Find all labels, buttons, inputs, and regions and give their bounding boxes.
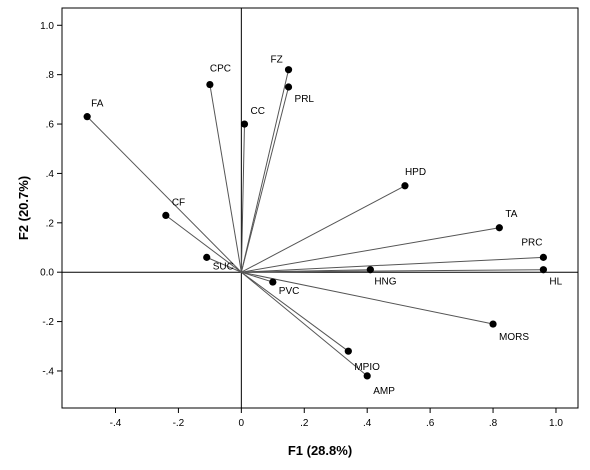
x-tick-label: -.4 [110, 418, 122, 429]
y-axis-ticks: 1.0 .8 .6 .4 .2 0.0 -.2 -.4 [40, 21, 62, 377]
point-mpio [344, 347, 352, 355]
point-hng [366, 266, 374, 274]
x-tick-label: -.2 [173, 418, 185, 429]
vector-cpc [209, 84, 242, 273]
x-tick-label: 1.0 [549, 418, 563, 429]
label-ta: TA [505, 209, 517, 220]
label-hpd: HPD [405, 167, 426, 178]
vector-amp [241, 271, 368, 377]
loading-vectors [86, 69, 544, 377]
label-pvc: PVC [279, 286, 300, 297]
label-suc: SUC [213, 261, 234, 272]
point-mors [489, 320, 497, 328]
vector-ta [241, 227, 500, 273]
y-tick-label: 0.0 [40, 268, 54, 279]
x-axis-title: F1 (28.8%) [288, 443, 352, 458]
label-fa: FA [91, 99, 104, 110]
point-hl [539, 266, 547, 274]
point-suc [203, 253, 211, 261]
label-hl: HL [549, 277, 562, 288]
y-tick-label: .6 [46, 120, 55, 131]
reference-lines [62, 8, 578, 408]
vector-hpd [241, 185, 406, 273]
label-cf: CF [172, 197, 185, 208]
data-points [83, 66, 547, 380]
label-prc: PRC [521, 237, 542, 248]
vector-mors [241, 271, 494, 325]
vector-prc [241, 256, 544, 273]
y-tick-label: -.4 [42, 366, 54, 377]
vector-suc [206, 256, 242, 273]
label-cc: CC [250, 106, 264, 117]
vector-pvc [241, 271, 273, 283]
point-cc [240, 120, 249, 128]
x-tick-label: .4 [363, 418, 372, 429]
point-ta [495, 224, 503, 232]
plot-frame [61, 7, 579, 409]
label-amp: AMP [373, 386, 395, 397]
point-prc [539, 253, 547, 261]
x-tick-label: .6 [426, 418, 435, 429]
point-labels: FA CPC FZ PRL CC CF SUC HPD TA PRC HL HNG PVC MORS MPI… [91, 55, 562, 397]
point-cf [162, 211, 170, 220]
x-tick-label: .2 [300, 418, 309, 429]
point-cpc [206, 80, 214, 89]
vector-fa [86, 116, 242, 273]
vector-cf [165, 215, 242, 273]
label-mpio: MPIO [354, 362, 380, 373]
point-pvc [269, 278, 277, 286]
point-hpd [401, 182, 409, 190]
point-fz [284, 66, 293, 74]
y-axis-title: F2 (20.7%) [16, 176, 31, 240]
vector-cc [240, 124, 245, 273]
x-tick-label: 0 [239, 418, 245, 429]
vector-hl [241, 269, 544, 273]
point-fa [83, 113, 91, 121]
y-tick-label: .8 [46, 70, 55, 81]
point-prl [284, 83, 293, 91]
label-cpc: CPC [210, 64, 231, 75]
y-tick-label: 1.0 [40, 21, 54, 32]
label-fz: FZ [271, 55, 283, 66]
point-amp [363, 372, 371, 380]
vector-mpio [241, 271, 349, 352]
x-axis-ticks: -.4 -.2 0 .2 .4 .6 .8 1.0 [110, 408, 563, 429]
label-prl: PRL [295, 94, 315, 105]
y-tick-label: .4 [46, 169, 55, 180]
vector-fz [240, 69, 290, 273]
label-hng: HNG [374, 277, 396, 288]
y-tick-label: .2 [46, 218, 55, 229]
label-mors: MORS [499, 332, 529, 343]
vector-prl [240, 86, 290, 273]
y-tick-label: -.2 [42, 317, 54, 328]
vector-hng [241, 269, 371, 273]
x-tick-label: .8 [489, 418, 498, 429]
